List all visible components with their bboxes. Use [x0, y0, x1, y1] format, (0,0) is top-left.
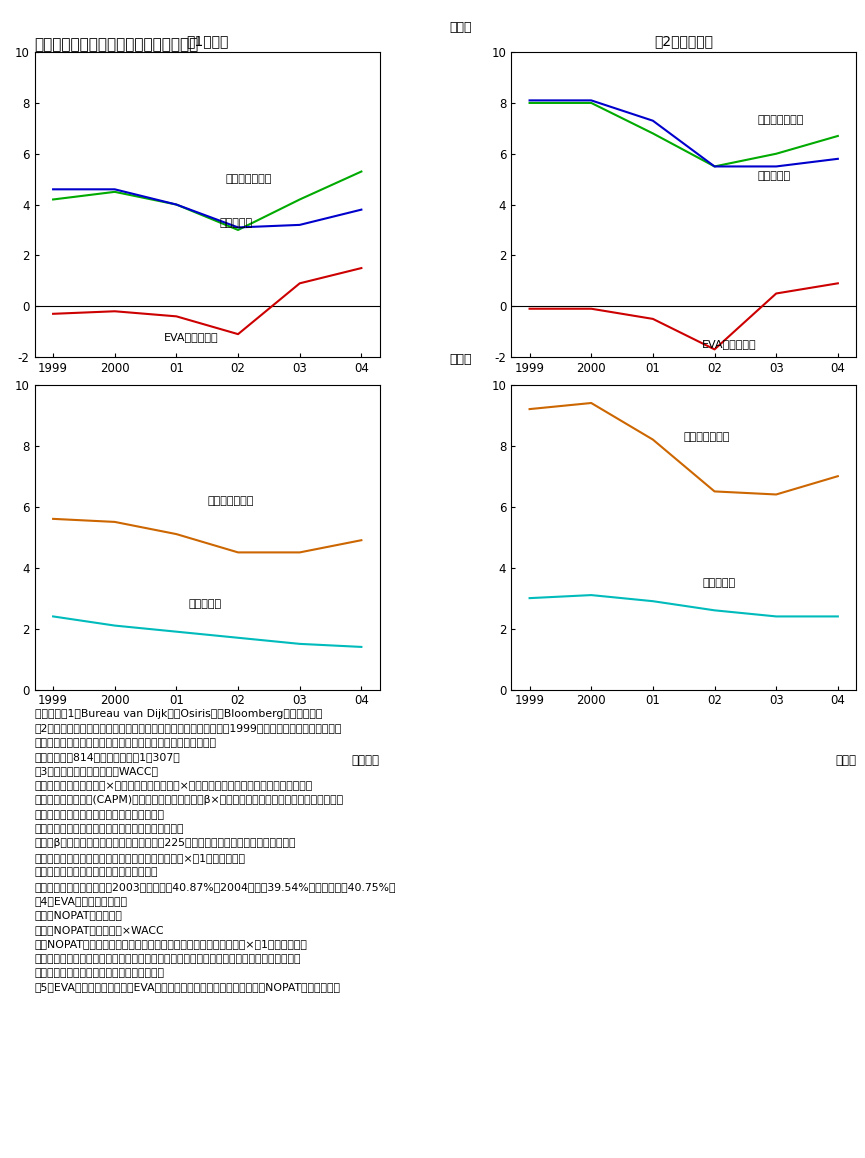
Text: （年）: （年） [836, 754, 856, 767]
Text: 第２－２－７図　資本コストの日米比較: 第２－２－７図 資本コストの日米比較 [35, 37, 199, 52]
Text: EVAスプレッド: EVAスプレッド [702, 339, 757, 349]
Text: 資本コスト: 資本コスト [220, 218, 253, 228]
Text: 投下資本利益率: 投下資本利益率 [226, 174, 272, 184]
Text: 負債コスト: 負債コスト [189, 600, 221, 609]
Text: （年度）: （年度） [352, 754, 380, 767]
Title: （2）アメリカ: （2）アメリカ [654, 35, 714, 49]
Text: 負債コスト: 負債コスト [702, 578, 735, 588]
Text: 株主資本コスト: 株主資本コスト [683, 432, 730, 441]
Text: EVAスプレッド: EVAスプレッド [164, 332, 219, 343]
Text: （備考）、1．Bureau van Dijk社「Osiris」、Bloombergにより作成。
　2．対象企業は、金融・保険業を除いて、上記データベースより19: （備考）、1．Bureau van Dijk社「Osiris」、Bloomber… [35, 709, 396, 992]
Title: （1）日本: （1）日本 [186, 35, 228, 49]
Text: （％）: （％） [449, 353, 471, 366]
Text: 資本コスト: 資本コスト [758, 171, 791, 181]
Text: 投下資本利益率: 投下資本利益率 [758, 116, 804, 125]
Text: （％）: （％） [449, 21, 471, 34]
Text: 株主資本コスト: 株主資本コスト [208, 496, 253, 506]
